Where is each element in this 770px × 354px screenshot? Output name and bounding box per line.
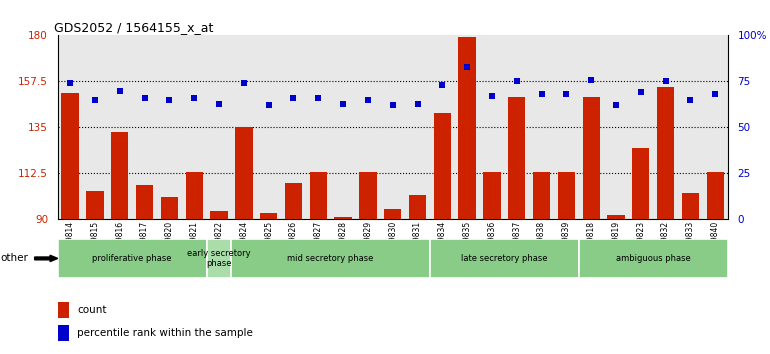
Bar bbox=[58, 325, 69, 341]
Point bbox=[337, 101, 350, 106]
Bar bbox=[409, 195, 427, 219]
Bar bbox=[136, 185, 153, 219]
Bar bbox=[285, 183, 302, 219]
Point bbox=[535, 91, 547, 97]
Bar bbox=[62, 93, 79, 219]
Bar bbox=[632, 148, 649, 219]
Bar bbox=[210, 211, 228, 219]
Bar bbox=[657, 86, 675, 219]
Bar bbox=[579, 239, 728, 278]
Point bbox=[114, 88, 126, 93]
Bar bbox=[434, 113, 451, 219]
Bar bbox=[186, 172, 203, 219]
Bar bbox=[484, 172, 500, 219]
Bar bbox=[458, 38, 476, 219]
Text: GDS2052 / 1564155_x_at: GDS2052 / 1564155_x_at bbox=[55, 21, 214, 34]
Text: proliferative phase: proliferative phase bbox=[92, 254, 172, 263]
Text: mid secretory phase: mid secretory phase bbox=[287, 254, 374, 263]
Bar bbox=[161, 197, 178, 219]
Point bbox=[461, 64, 474, 69]
Point bbox=[610, 103, 622, 108]
Text: ambiguous phase: ambiguous phase bbox=[616, 254, 691, 263]
Bar bbox=[384, 209, 401, 219]
Point bbox=[585, 77, 598, 82]
Point bbox=[287, 95, 300, 101]
Bar bbox=[430, 239, 579, 278]
Bar bbox=[86, 191, 104, 219]
Text: other: other bbox=[0, 253, 28, 263]
Bar bbox=[310, 172, 327, 219]
Bar bbox=[235, 127, 253, 219]
Bar bbox=[508, 97, 525, 219]
Point bbox=[659, 79, 671, 84]
Point bbox=[561, 91, 573, 97]
Point bbox=[486, 93, 498, 99]
Text: percentile rank within the sample: percentile rank within the sample bbox=[77, 328, 253, 338]
Point bbox=[511, 79, 523, 84]
Bar bbox=[681, 193, 699, 219]
Bar bbox=[111, 132, 129, 219]
Bar bbox=[232, 239, 430, 278]
Point bbox=[411, 101, 424, 106]
Point bbox=[387, 103, 399, 108]
Bar bbox=[582, 97, 600, 219]
Point bbox=[709, 91, 721, 97]
Bar bbox=[260, 213, 277, 219]
Bar bbox=[334, 217, 352, 219]
Point bbox=[213, 101, 225, 106]
Point bbox=[263, 103, 275, 108]
Text: count: count bbox=[77, 305, 106, 315]
Bar bbox=[608, 215, 624, 219]
Bar bbox=[557, 172, 575, 219]
Point bbox=[312, 95, 324, 101]
Bar bbox=[707, 172, 724, 219]
Point bbox=[436, 82, 448, 88]
Bar bbox=[58, 302, 69, 318]
Point bbox=[163, 97, 176, 103]
Point bbox=[685, 97, 697, 103]
Point bbox=[362, 97, 374, 103]
Point bbox=[139, 95, 151, 101]
Point bbox=[634, 90, 647, 95]
Text: late secretory phase: late secretory phase bbox=[461, 254, 547, 263]
Point bbox=[89, 97, 101, 103]
Bar bbox=[533, 172, 551, 219]
Text: early secretory
phase: early secretory phase bbox=[187, 249, 251, 268]
Bar bbox=[359, 172, 377, 219]
Point bbox=[238, 80, 250, 86]
Bar bbox=[58, 239, 206, 278]
Point bbox=[188, 95, 200, 101]
Point bbox=[64, 80, 76, 86]
Bar bbox=[206, 239, 232, 278]
